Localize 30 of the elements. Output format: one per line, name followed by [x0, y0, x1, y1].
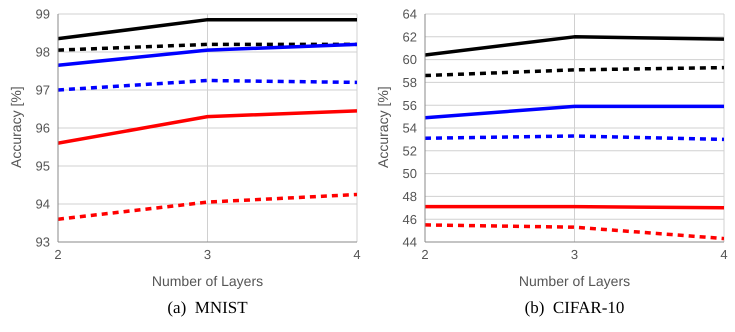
- x-tick-label: 4: [720, 247, 728, 262]
- y-tick-label: 95: [36, 158, 50, 174]
- y-tick-label: 54: [402, 120, 417, 136]
- y-tick-label: 97: [36, 82, 50, 98]
- y-tick-label: 94: [36, 196, 50, 212]
- text: (b) CIFAR-10: [524, 298, 626, 318]
- y-tick-label: 46: [402, 212, 417, 227]
- y-tick-label: 93: [36, 234, 50, 250]
- y-tick-label: 96: [36, 120, 50, 136]
- y-tick-label: 48: [402, 189, 417, 204]
- x-tick-label: 2: [54, 247, 62, 262]
- x-axis-title: Number of Layers: [152, 273, 264, 289]
- x-tick-label: 3: [570, 247, 578, 262]
- y-tick-label: 50: [402, 166, 417, 182]
- y-tick-label: 52: [402, 143, 417, 158]
- y-tick-label: 62: [402, 29, 417, 44]
- x-tick-label: 2: [421, 247, 429, 262]
- y-tick-label: 99: [36, 6, 50, 22]
- y-tick-label: 44: [402, 234, 417, 250]
- y-tick-label: 56: [402, 98, 417, 113]
- text: (a) MNIST: [166, 298, 249, 318]
- x-tick-label: 3: [204, 247, 212, 262]
- y-tick-label: 60: [402, 52, 417, 68]
- y-tick-label: 58: [402, 75, 417, 90]
- y-tick-label: 98: [36, 44, 50, 60]
- y-axis-title: Accuracy [%]: [374, 86, 391, 168]
- x-tick-label: 4: [353, 247, 361, 262]
- x-axis-title: Number of Layers: [518, 273, 630, 289]
- y-tick-label: 64: [402, 6, 417, 22]
- y-axis-title: Accuracy [%]: [8, 86, 24, 168]
